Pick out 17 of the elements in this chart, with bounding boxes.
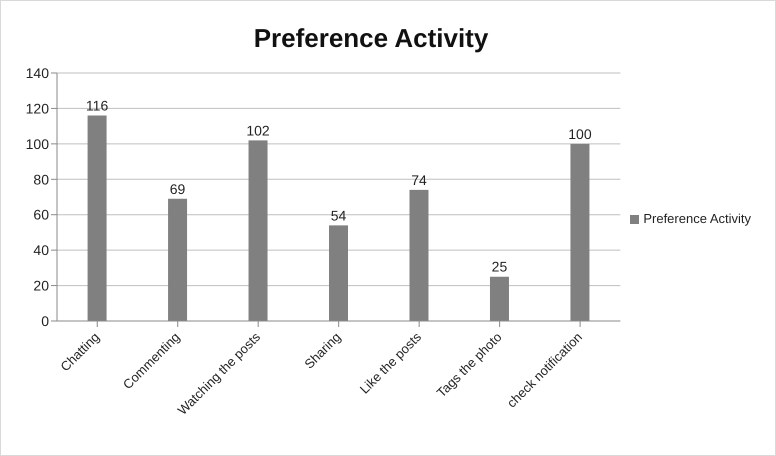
- data-label: 100: [568, 126, 592, 142]
- y-tick-label: 100: [26, 136, 50, 152]
- data-label: 69: [170, 180, 186, 197]
- y-tick-label: 40: [33, 242, 50, 258]
- data-label: 54: [330, 207, 347, 224]
- y-tick-label: 120: [26, 100, 50, 116]
- y-tick-label: 0: [41, 312, 50, 329]
- chart-title: Preference Activity: [252, 23, 490, 54]
- y-tick-label: 140: [26, 64, 50, 81]
- legend-label: Preference Activity: [643, 211, 751, 226]
- data-label: 116: [86, 98, 108, 114]
- y-tick-label: 80: [33, 171, 50, 188]
- data-label: 74: [411, 172, 427, 188]
- data-label: 25: [492, 258, 508, 275]
- y-tick-label: 20: [33, 278, 50, 294]
- y-tick-label: 60: [33, 206, 50, 223]
- data-label: 102: [246, 122, 270, 138]
